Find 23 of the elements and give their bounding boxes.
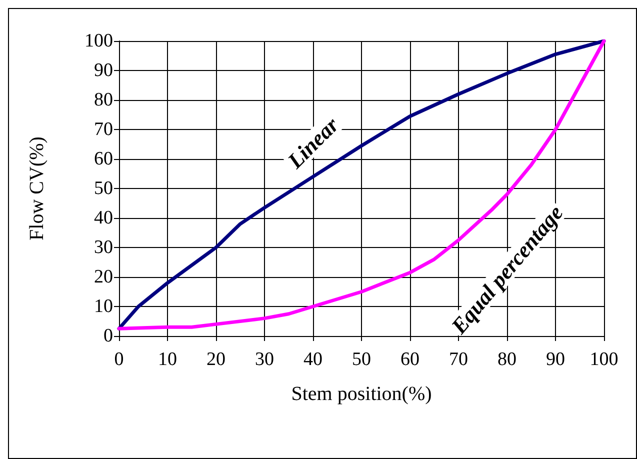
x-tick-label: 50 [352,349,371,370]
y-tick-label: 10 [94,296,113,317]
x-tick-label: 90 [546,349,565,370]
y-tick-label: 50 [94,178,113,199]
y-tick-label: 40 [94,208,113,228]
x-tick-label: 70 [449,349,468,370]
y-axis-title: Flow CV(%) [26,136,48,240]
x-tick-label: 10 [158,349,177,370]
x-tick-label: 40 [304,349,322,370]
y-tick-label: 70 [94,119,113,140]
y-tick-label: 20 [94,266,113,288]
x-tick-label: 20 [206,349,226,370]
y-tick-label: 80 [94,90,113,110]
x-axis-title: Stem position(%) [291,383,432,405]
x-tick-label: 100 [590,349,618,370]
y-tick-label: 90 [94,60,113,81]
y-tick-label: 60 [94,148,113,170]
x-tick-label: 30 [255,349,274,370]
y-tick-label: 30 [94,237,113,258]
y-tick-label: 100 [84,30,113,52]
x-tick-label: 80 [498,349,516,370]
y-tick-label: 0 [104,326,113,346]
x-tick-label: 60 [400,349,420,370]
